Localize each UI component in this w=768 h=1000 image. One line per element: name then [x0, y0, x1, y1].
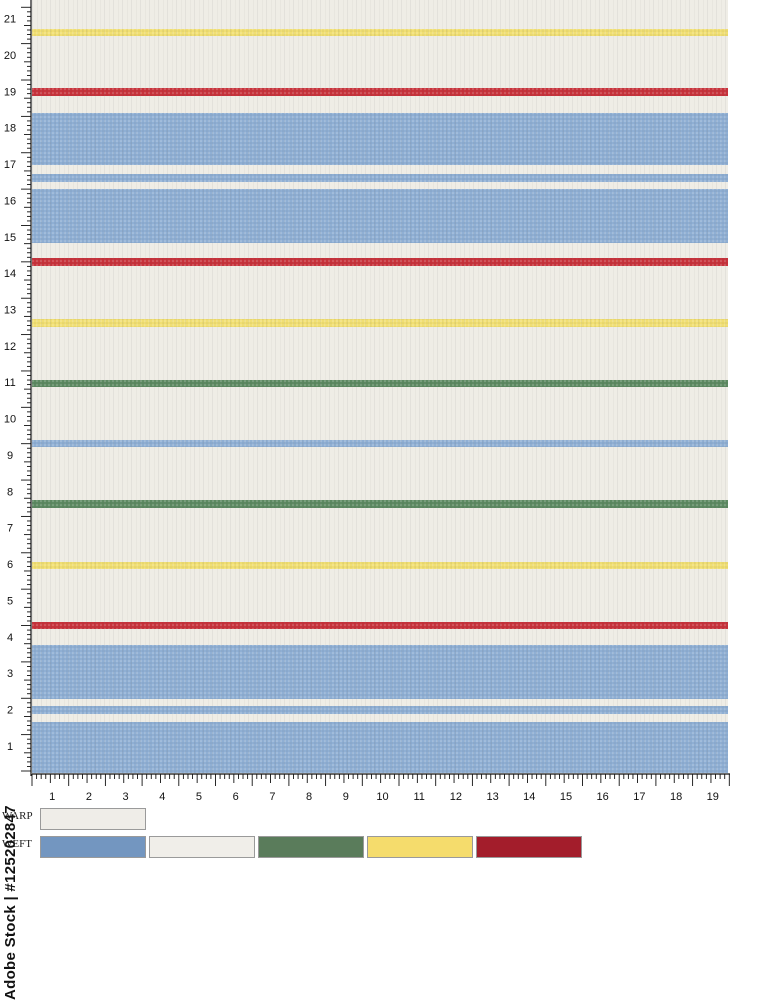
left-ruler-label: 1 [7, 741, 13, 753]
bottom-ruler-label: 14 [523, 791, 535, 803]
bottom-ruler-label: 19 [707, 791, 719, 803]
bottom-ruler-label: 11 [413, 791, 424, 803]
left-ruler-label: 6 [7, 559, 13, 571]
left-ruler-label: 15 [4, 232, 16, 244]
weft-color-chip-yellow [367, 836, 473, 858]
weft-label: WEFT [2, 838, 32, 850]
weft-color-chip-white [149, 836, 255, 858]
bottom-ruler-label: 12 [450, 791, 462, 803]
bottom-ruler-label: 18 [670, 791, 682, 803]
bottom-ruler-label: 10 [376, 791, 388, 803]
bottom-ruler-label: 3 [123, 791, 129, 803]
left-ruler-label: 8 [7, 486, 13, 498]
left-ruler-label: 2 [7, 705, 13, 717]
bottom-ruler-label: 13 [486, 791, 498, 803]
bottom-ruler-label: 8 [306, 791, 312, 803]
left-ruler-label: 20 [4, 50, 16, 62]
bottom-ruler-label: 2 [86, 791, 92, 803]
fabric-swatch [32, 0, 728, 773]
warp-color-chip [40, 808, 146, 830]
left-ruler-label: 3 [7, 668, 13, 680]
left-ruler-label: 11 [4, 377, 15, 389]
warp-label: WARP [2, 810, 33, 822]
left-ruler-label: 13 [4, 304, 16, 316]
bottom-ruler-label: 4 [159, 791, 165, 803]
bottom-ruler-label: 9 [343, 791, 349, 803]
left-ruler-label: 14 [4, 268, 16, 280]
bottom-ruler-label: 5 [196, 791, 202, 803]
left-ruler-label: 12 [4, 341, 16, 353]
left-ruler-label: 16 [4, 195, 16, 207]
weft-color-chip-red [476, 836, 582, 858]
bottom-ruler-label: 15 [560, 791, 572, 803]
left-ruler-label: 18 [4, 123, 16, 135]
bottom-ruler-label: 17 [633, 791, 645, 803]
bottom-ruler-label: 16 [597, 791, 609, 803]
left-ruler-label: 9 [7, 450, 13, 462]
bottom-ruler-label: 6 [233, 791, 239, 803]
warp-texture [32, 0, 728, 773]
bottom-ruler: 1 2 3 4 5 6 7 8 9 10 11 12 13 14 15 16 17 18 19 [31, 773, 730, 803]
left-ruler-label: 4 [7, 632, 13, 644]
watermark-text: Adobe Stock | #125202847 [2, 805, 19, 1000]
left-ruler-label: 17 [4, 159, 16, 171]
left-ruler-label: 7 [7, 523, 13, 535]
weft-color-chip-green [258, 836, 364, 858]
weft-color-chip-blue [40, 836, 146, 858]
left-ruler-label: 19 [4, 86, 16, 98]
left-ruler-label: 10 [4, 414, 16, 426]
fabric-stripes [32, 0, 728, 773]
left-ruler-label: 21 [4, 14, 16, 26]
left-ruler-label: 5 [7, 595, 13, 607]
bottom-ruler-label: 1 [49, 791, 55, 803]
bottom-ruler-label: 7 [269, 791, 275, 803]
